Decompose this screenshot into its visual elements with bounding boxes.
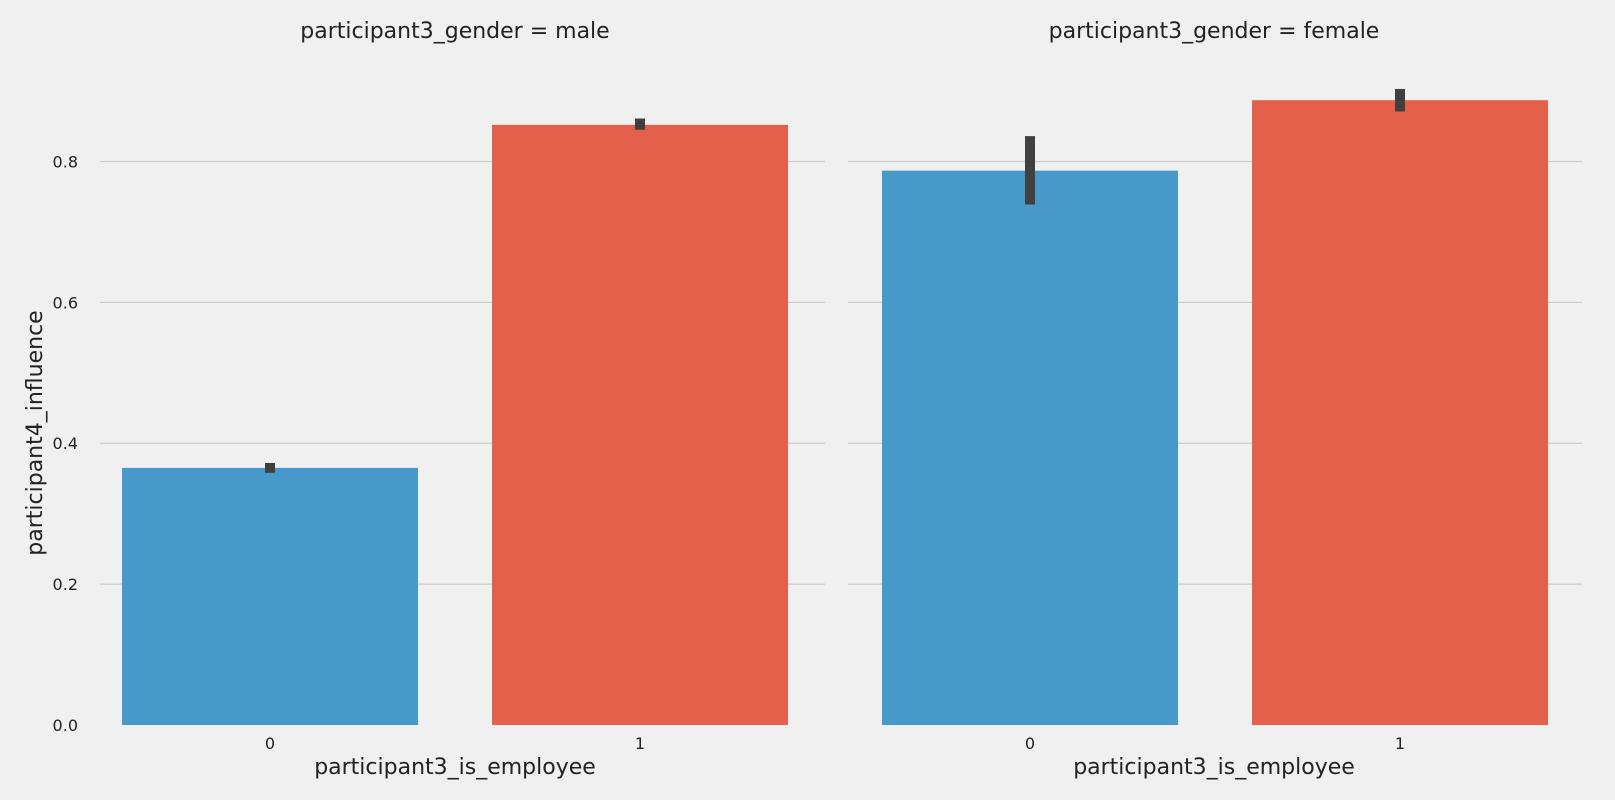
x-tick-label-1-1: 1 [1395, 734, 1405, 753]
errorbar-layer [265, 88, 1405, 473]
x-axis-label-female: participant3_is_employee [1073, 755, 1355, 780]
bar-layer [122, 100, 1548, 725]
y-tick-label-4: 0.8 [53, 152, 78, 171]
x-axis-label-male: participant3_is_employee [314, 755, 596, 780]
facet-title-female: participant3_gender = female [1049, 19, 1380, 44]
tick-layer: 0.0 0.2 0.4 0.6 0.8 0 1 0 1 [53, 152, 1406, 753]
y-tick-label-0: 0.0 [53, 716, 78, 735]
y-tick-label-1: 0.2 [53, 575, 78, 594]
x-tick-label-1-0: 0 [1025, 734, 1035, 753]
y-axis-label: participant4_influence [23, 310, 48, 555]
bar-1-0 [882, 170, 1178, 725]
bar-1-1 [1252, 100, 1548, 725]
y-tick-label-3: 0.6 [53, 293, 78, 312]
bar-0-1 [492, 124, 788, 725]
bar-0-0 [122, 467, 418, 725]
facet-title-male: participant3_gender = male [300, 19, 609, 44]
y-tick-label-2: 0.4 [53, 434, 78, 453]
x-tick-label-0-1: 1 [635, 734, 645, 753]
x-tick-label-0-0: 0 [265, 734, 275, 753]
